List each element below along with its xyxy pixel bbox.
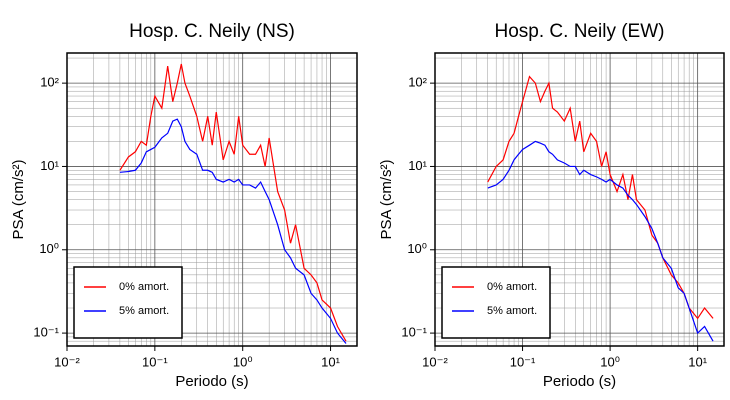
y-tick-label: 10⁰: [407, 241, 427, 256]
legend-box: [441, 266, 551, 339]
legend-label: 5% amort.: [119, 305, 169, 317]
y-axis-label: PSA (cm/s²): [10, 159, 27, 239]
chart-title: Hosp. C. Neily (EW): [495, 21, 665, 42]
plot-frame: [66, 52, 358, 347]
legend: 0% amort. 5% amort.: [441, 266, 551, 339]
legend-label: 0% amort.: [487, 281, 537, 293]
y-tick-label: 10⁰: [39, 241, 59, 256]
y-tick-label: 10¹: [40, 158, 59, 173]
y-tick-label: 10⁻¹: [33, 325, 59, 340]
legend: 0% amort. 5% amort.: [73, 266, 183, 339]
plot-frame: [434, 52, 725, 347]
series-group: [487, 75, 714, 342]
x-tick-label: 10⁰: [600, 354, 620, 369]
chart-title: Hosp. C. Neily (NS): [129, 21, 295, 42]
panel: 10⁻² 10⁻¹ 10⁰ 10¹ 10⁻¹ 10⁰ 10¹ 10² Hosp. C. Neil…: [10, 21, 358, 390]
y-tick-label: 10²: [40, 75, 59, 90]
y-axis-label: PSA (cm/s²): [378, 159, 395, 239]
x-tick-label: 10⁻¹: [142, 354, 168, 369]
legend-label: 0% amort.: [119, 281, 169, 293]
series-line: [119, 63, 347, 342]
x-tick-label: 10⁻²: [54, 354, 80, 369]
x-tick-label: 10⁻²: [422, 354, 448, 369]
series-line: [487, 140, 714, 342]
series-line: [487, 75, 714, 320]
x-tick-label: 10¹: [321, 354, 340, 369]
y-tick-label: 10²: [408, 75, 427, 90]
x-axis-label: Periodo (s): [175, 373, 248, 390]
legend-box: [73, 266, 183, 339]
series-group: [119, 63, 347, 344]
y-tick-label: 10⁻¹: [401, 325, 427, 340]
x-tick-label: 10⁻¹: [510, 354, 536, 369]
x-tick-label: 10¹: [688, 354, 707, 369]
x-axis-label: Periodo (s): [543, 373, 616, 390]
legend-label: 5% amort.: [487, 305, 537, 317]
y-tick-label: 10¹: [408, 158, 427, 173]
x-tick-label: 10⁰: [233, 354, 253, 369]
panel: 10⁻² 10⁻¹ 10⁰ 10¹ 10⁻¹ 10⁰ 10¹ 10² Hosp. C. Neil…: [378, 21, 725, 390]
series-line: [119, 118, 347, 344]
